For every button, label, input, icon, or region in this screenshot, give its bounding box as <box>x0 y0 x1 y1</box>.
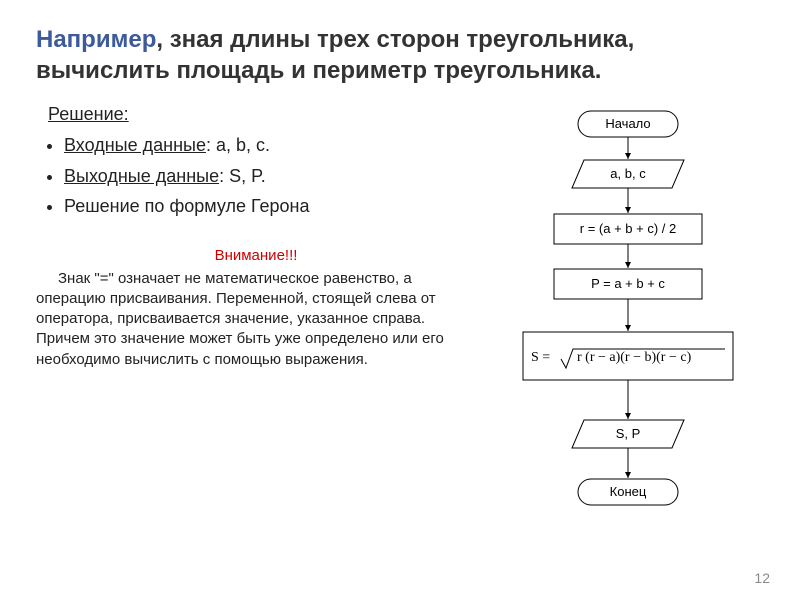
input-rest: : a, b, c. <box>206 135 270 155</box>
bullet-list: Входные данные: a, b, c. Выходные данные… <box>36 133 476 218</box>
svg-text:Начало: Начало <box>605 116 650 131</box>
svg-text:r = (a + b + c) / 2: r = (a + b + c) / 2 <box>580 221 676 236</box>
title-accent: Например <box>36 26 156 53</box>
warning-text: Знак "=" означает не математическое раве… <box>36 269 476 370</box>
svg-text:a, b, c: a, b, c <box>610 166 646 181</box>
svg-text:r (r − a)(r − b)(r − c): r (r − a)(r − b)(r − c) <box>577 350 692 365</box>
flowchart-container: Начало a, b, c r = (a + b + c) / 2 P = a + … <box>488 104 764 564</box>
svg-text:S =: S = <box>531 350 550 365</box>
svg-text:S, P: S, P <box>616 426 641 441</box>
solution-label: Решение: <box>48 104 476 125</box>
flowchart: Начало a, b, c r = (a + b + c) / 2 P = a + … <box>488 104 768 564</box>
warning-head: Внимание!!! <box>36 246 476 266</box>
svg-text:P = a + b + c: P = a + b + c <box>591 276 665 291</box>
svg-text:Конец: Конец <box>610 484 647 499</box>
input-label: Входные данные <box>64 135 206 155</box>
slide-title: Например, зная длины трех сторон треугол… <box>36 24 764 86</box>
output-label: Выходные данные <box>64 166 219 186</box>
warning-block: Внимание!!! Знак "=" означает не математ… <box>36 246 476 370</box>
page-number: 12 <box>754 570 770 586</box>
bullet-input: Входные данные: a, b, c. <box>64 133 476 157</box>
bullet-output: Выходные данные: S, P. <box>64 164 476 188</box>
bullet-heron: Решение по формуле Герона <box>64 194 476 218</box>
output-rest: : S, P. <box>219 166 266 186</box>
